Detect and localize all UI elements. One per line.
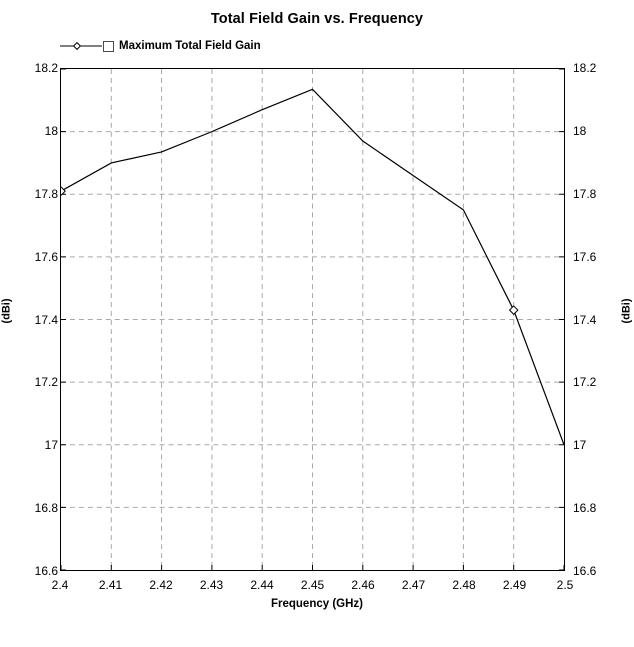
data-point-marker — [508, 305, 519, 315]
y-axis-label-right: (dBi) — [620, 298, 633, 324]
x-axis-label: Frequency (GHz) — [270, 598, 363, 610]
series-line — [61, 88, 564, 445]
legend-item-label: Maximum Total Field Gain — [119, 40, 261, 52]
legend-line-sample — [60, 41, 102, 51]
legend-color-swatch — [103, 40, 114, 52]
x-axis-tick-label: 2.46 — [351, 578, 375, 592]
y-axis-tick-label: 18 — [44, 123, 58, 138]
x-axis-tick-label: 2.43 — [199, 578, 224, 592]
y-axis-tick-label: 18.2 — [34, 61, 58, 75]
y-axis-label-left: (dBi) — [0, 298, 13, 324]
y-axis-tick-label: 18.2 — [573, 61, 597, 75]
y-axis-tick-label: 16.8 — [34, 501, 58, 516]
x-axis-tick-label: 2.49 — [502, 578, 527, 592]
y-axis-tick-label: 16.6 — [573, 564, 597, 578]
y-axis-tick-label: 17.6 — [34, 249, 58, 264]
x-axis-tick-label: 2.4 — [51, 578, 69, 592]
y-axis-tick-label: 16.8 — [573, 501, 597, 516]
x-axis-tick-label: 2.48 — [452, 578, 476, 592]
horizontal-gridlines — [61, 131, 564, 508]
x-axis-tick-label: 2.45 — [300, 578, 325, 592]
x-axis-tick-label: 2.41 — [98, 578, 123, 592]
data-series-group — [61, 88, 564, 445]
y-axis-tick-label: 17.4 — [573, 312, 597, 327]
x-axis-tick-label: 2.5 — [556, 578, 574, 592]
y-axis-tick-label: 17 — [44, 438, 58, 453]
axis-tick-marks — [61, 69, 564, 570]
y-axis-tick-label: 17.2 — [573, 375, 597, 390]
y-axis-tick-label: 16.6 — [34, 564, 58, 578]
y-axis-tick-label: 18 — [573, 123, 587, 138]
y-axis-tick-label: 17.6 — [573, 249, 597, 264]
chart-title: Total Field Gain vs. Frequency — [210, 11, 424, 27]
chart-legend: Maximum Total Field Gain — [60, 38, 261, 54]
x-axis-tick-label: 2.47 — [401, 578, 426, 592]
y-axis-tick-label: 17 — [573, 438, 587, 453]
x-axis-tick-label: 2.44 — [250, 578, 274, 592]
x-axis-tick-label: 2.42 — [149, 578, 173, 592]
y-axis-tick-label: 17.2 — [34, 375, 58, 390]
y-axis-tick-label: 17.8 — [573, 186, 597, 201]
plot-area — [60, 68, 565, 571]
data-point-marker — [61, 186, 66, 197]
y-axis-tick-label: 17.8 — [34, 186, 58, 201]
y-axis-tick-label: 17.4 — [34, 312, 58, 327]
plot-svg — [61, 69, 564, 570]
